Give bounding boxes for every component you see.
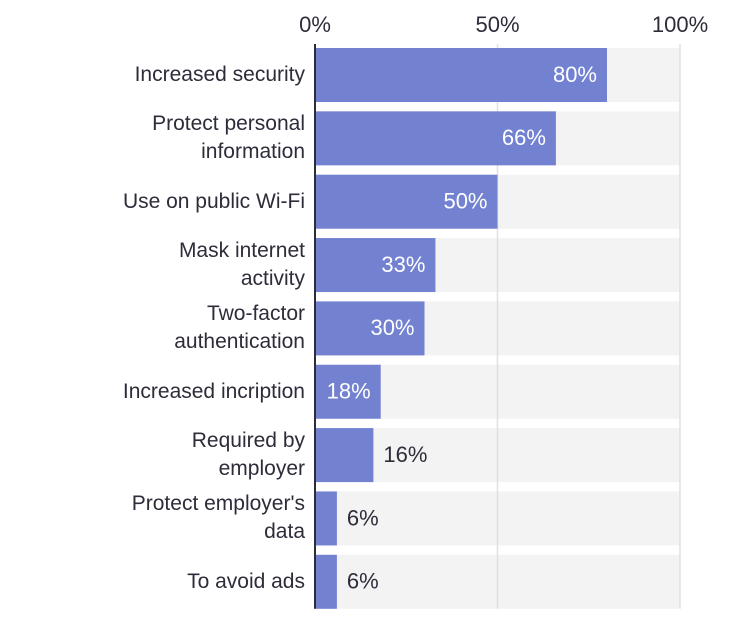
value-label: 6% (347, 569, 379, 594)
value-label: 30% (370, 315, 414, 340)
bar (315, 428, 374, 483)
category-label: Required by employer (191, 429, 305, 481)
value-label: 6% (347, 505, 379, 530)
category-label: To avoid ads (187, 569, 305, 593)
category-label: Protect employer's data (131, 492, 305, 544)
value-label: 16% (383, 442, 427, 467)
bar (315, 111, 556, 166)
bar (315, 48, 607, 102)
bar (315, 364, 381, 419)
x-tick-label: 100% (652, 12, 708, 37)
value-label: 66% (502, 125, 546, 150)
bar (315, 491, 337, 546)
value-label: 18% (327, 379, 371, 404)
value-label: 50% (443, 189, 487, 214)
bar (315, 554, 337, 609)
category-label: Protect personal information (152, 112, 305, 164)
category-label: Two-factor authentication (174, 302, 305, 354)
category-label: Use on public Wi-Fi (122, 189, 305, 213)
category-label: Mask internet activity (178, 239, 305, 291)
category-label: Increased incription (122, 379, 305, 403)
value-label: 33% (381, 252, 425, 277)
x-tick-label: 0% (299, 12, 331, 37)
bar (315, 174, 498, 229)
bar (315, 301, 425, 356)
x-tick-label: 50% (475, 12, 519, 37)
category-label: Increased security (134, 63, 305, 86)
value-label: 80% (553, 62, 597, 87)
bar (315, 238, 436, 293)
